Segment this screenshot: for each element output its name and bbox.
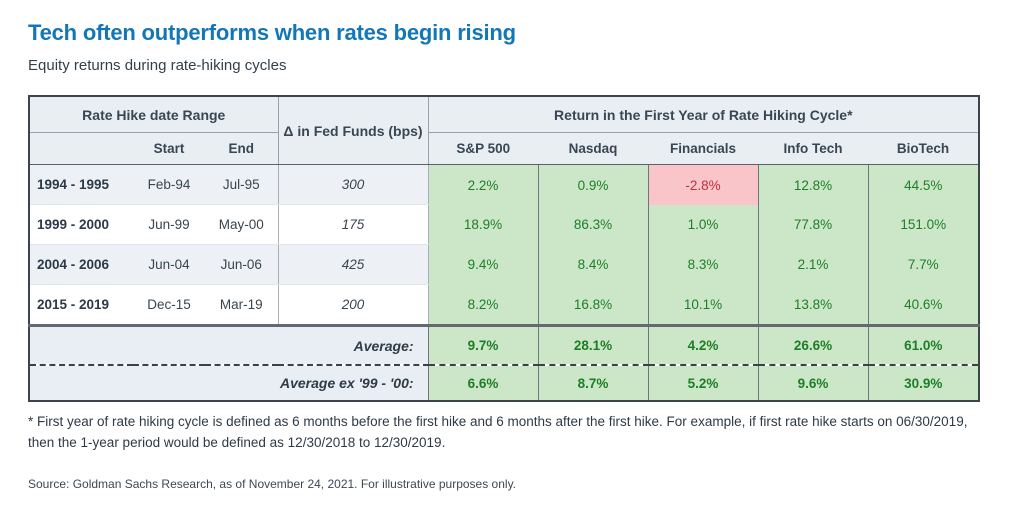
cell-return-nasdaq: 16.8%: [537, 284, 649, 326]
table-row-2004-2006: 2004 - 2006 Jun-04 Jun-06 425 9.4% 8.4% …: [29, 244, 980, 286]
header-row-groups: Rate Hike date Range Δ in Fed Funds (bps…: [29, 96, 980, 166]
cell-return-biotech: 7.7%: [867, 244, 980, 285]
cell-return-biotech: 151.0%: [867, 204, 980, 245]
cell-range: 1999 - 2000: [29, 204, 133, 246]
col-group-first-year-return: Return in the First Year of Rate Hiking …: [428, 96, 980, 134]
cell-fed-funds-delta: 200: [277, 284, 429, 327]
cell-return-financials: 10.1%: [647, 284, 759, 326]
col-header-range-blank: [29, 132, 133, 166]
cell-end: May-00: [205, 204, 279, 246]
cell-fed-funds-delta: 425: [277, 244, 429, 286]
source-attribution: Source: Goldman Sachs Research, as of No…: [28, 476, 517, 491]
cell-return-sp500: 18.9%: [427, 204, 539, 245]
col-header-fed-funds: Δ in Fed Funds (bps): [277, 96, 429, 166]
page: Tech often outperforms when rates begin …: [28, 20, 981, 491]
average-label: Average:: [29, 324, 429, 366]
cell-fed-funds-delta: 175: [277, 204, 429, 246]
cell-return-biotech: 40.6%: [867, 284, 980, 326]
avg-ex-return-biotech: 30.9%: [867, 364, 980, 402]
cell-return-infotech: 12.8%: [757, 164, 869, 205]
cell-range: 1994 - 1995: [29, 164, 133, 206]
cell-return-sp500: 2.2%: [427, 164, 539, 205]
cell-return-nasdaq: 8.4%: [537, 244, 649, 285]
table-row-2015-2019: 2015 - 2019 Dec-15 Mar-19 200 8.2% 16.8%…: [29, 284, 980, 327]
col-header-nasdaq: Nasdaq: [538, 132, 649, 166]
col-header-biotech: BioTech: [868, 132, 980, 166]
cell-return-biotech: 44.5%: [867, 164, 980, 205]
cell-return-infotech: 77.8%: [757, 204, 869, 245]
cell-return-financials: 1.0%: [647, 204, 759, 245]
table-row-1994-1995: 1994 - 1995 Feb-94 Jul-95 300 2.2% 0.9% …: [29, 164, 980, 206]
rate-hike-returns-table: Rate Hike date Range Δ in Fed Funds (bps…: [28, 95, 981, 403]
avg-return-infotech: 26.6%: [757, 324, 869, 366]
col-header-start: Start: [133, 132, 205, 166]
col-group-rate-hike-range: Rate Hike date Range: [29, 96, 279, 134]
cell-return-nasdaq: 0.9%: [537, 164, 649, 205]
cell-return-sp500: 9.4%: [427, 244, 539, 285]
avg-ex-return-financials: 5.2%: [647, 364, 759, 402]
cell-range: 2004 - 2006: [29, 244, 133, 286]
summary-row-average-ex-99-00: Average ex '99 - '00: 6.6% 8.7% 5.2% 9.6…: [29, 364, 980, 402]
cell-return-infotech: 13.8%: [757, 284, 869, 326]
cell-return-infotech: 2.1%: [757, 244, 869, 285]
avg-ex-return-sp500: 6.6%: [427, 364, 539, 402]
col-header-sp500: S&P 500: [428, 132, 539, 166]
cell-return-nasdaq: 86.3%: [537, 204, 649, 245]
cell-start: Jun-99: [133, 204, 205, 246]
avg-return-nasdaq: 28.1%: [537, 324, 649, 366]
summary-row-average: Average: 9.7% 28.1% 4.2% 26.6% 61.0%: [29, 324, 980, 366]
avg-return-financials: 4.2%: [647, 324, 759, 366]
footnote: * First year of rate hiking cycle is def…: [28, 414, 968, 450]
avg-return-biotech: 61.0%: [867, 324, 980, 366]
cell-fed-funds-delta: 300: [277, 164, 429, 206]
cell-end: Jun-06: [205, 244, 279, 286]
cell-end: Jul-95: [205, 164, 279, 206]
col-header-end: End: [205, 132, 279, 166]
cell-start: Dec-15: [133, 284, 205, 327]
col-header-financials: Financials: [648, 132, 759, 166]
page-title: Tech often outperforms when rates begin …: [28, 20, 516, 45]
table-row-1999-2000: 1999 - 2000 Jun-99 May-00 175 18.9% 86.3…: [29, 204, 980, 246]
cell-return-sp500: 8.2%: [427, 284, 539, 326]
cell-start: Feb-94: [133, 164, 205, 206]
avg-return-sp500: 9.7%: [427, 324, 539, 366]
cell-end: Mar-19: [205, 284, 279, 327]
cell-return-financials-negative: -2.8%: [647, 164, 759, 205]
header-row-subcolumns: Start End S&P 500 Nasdaq Financials Info…: [29, 132, 980, 166]
cell-return-financials: 8.3%: [647, 244, 759, 285]
average-ex-label: Average ex '99 - '00:: [29, 364, 429, 402]
cell-start: Jun-04: [133, 244, 205, 286]
cell-range: 2015 - 2019: [29, 284, 133, 327]
col-header-infotech: Info Tech: [758, 132, 869, 166]
avg-ex-return-nasdaq: 8.7%: [537, 364, 649, 402]
page-subtitle: Equity returns during rate-hiking cycles: [28, 57, 287, 75]
avg-ex-return-infotech: 9.6%: [757, 364, 869, 402]
